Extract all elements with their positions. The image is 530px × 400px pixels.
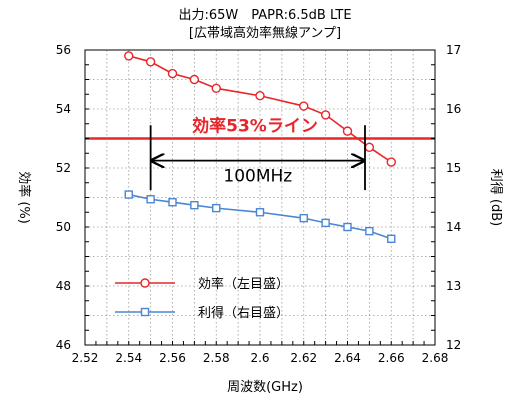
- x-tick-label: 2.62: [290, 351, 317, 365]
- y-left-tick-label: 56: [56, 43, 71, 57]
- y-left-tick-label: 54: [56, 102, 71, 116]
- legend: 効率（左目盛） 利得（右目盛）: [115, 276, 289, 321]
- data-point-2: [146, 195, 155, 204]
- x-tick-label: 2.68: [422, 351, 449, 365]
- x-axis-label: 周波数(GHz): [227, 380, 303, 395]
- bandwidth-annotation-group: 100MHz: [149, 125, 366, 191]
- data-point-1: [342, 126, 353, 136]
- y-right-tick-label: 15: [446, 161, 461, 175]
- legend-marker-circle: [140, 278, 150, 288]
- data-point-1: [189, 74, 200, 85]
- axes: 2.52 2.54 2.56 2.58 2.6 2.62 2.64 2.66 2.68 46 48 5…: [56, 43, 462, 365]
- legend-marker-square: [140, 307, 150, 317]
- y-right-tick-label: 14: [446, 220, 461, 234]
- x-tick-label: 2.58: [203, 351, 230, 365]
- reference-line-group: 効率53%ライン: [85, 116, 435, 140]
- x-tick-label: 2.64: [334, 351, 361, 365]
- y-left-tick-label: 48: [56, 279, 71, 293]
- y-axis-right-label: 利得 (dB): [488, 169, 504, 226]
- data-point-1: [386, 157, 396, 167]
- y-left-tick-label: 50: [56, 220, 71, 234]
- data-point-1: [211, 83, 221, 94]
- x-tick-label: 2.54: [115, 351, 142, 365]
- data-point-1: [299, 101, 309, 111]
- series-group: [124, 51, 396, 244]
- bandwidth-label: 100MHz: [223, 167, 292, 187]
- legend-label: 利得（右目盛）: [198, 305, 289, 321]
- data-point-2: [124, 190, 133, 199]
- data-point-2: [255, 208, 265, 217]
- data-point-2: [299, 213, 308, 223]
- y-right-tick-label: 12: [446, 338, 461, 352]
- data-point-2: [190, 200, 199, 210]
- data-point-2: [387, 234, 396, 244]
- x-tick-label: 2.52: [72, 351, 99, 365]
- series-line-2: [128, 193, 392, 240]
- data-point-2: [212, 203, 221, 213]
- y-right-tick-label: 17: [446, 43, 461, 57]
- reference-line-label: 効率53%ライン: [192, 116, 318, 137]
- data-point-2: [321, 218, 330, 228]
- data-point-2: [168, 198, 177, 207]
- y-right-tick-label: 13: [446, 279, 461, 293]
- data-point-1: [124, 51, 134, 61]
- legend-label: 効率（左目盛）: [198, 276, 289, 292]
- chart-subtitle: [広帯域高効率無線アンプ]: [189, 25, 341, 41]
- y-left-tick-label: 52: [56, 161, 71, 175]
- x-tick-label: 2.56: [159, 351, 186, 365]
- x-tick-label: 2.66: [378, 351, 405, 365]
- y-left-tick-label: 46: [56, 338, 71, 352]
- y-axis-left-label: 効率 (%): [16, 171, 32, 224]
- data-point-1: [167, 68, 178, 79]
- x-tick-label: 2.6: [250, 351, 269, 365]
- data-point-1: [255, 91, 265, 101]
- data-point-2: [343, 222, 352, 232]
- chart-title: 出力:65W PAPR:6.5dB LTE: [178, 8, 351, 23]
- data-point-1: [364, 142, 375, 153]
- y-right-tick-label: 16: [446, 102, 461, 116]
- data-point-2: [365, 226, 374, 236]
- data-point-1: [145, 57, 156, 67]
- data-point-1: [320, 110, 331, 120]
